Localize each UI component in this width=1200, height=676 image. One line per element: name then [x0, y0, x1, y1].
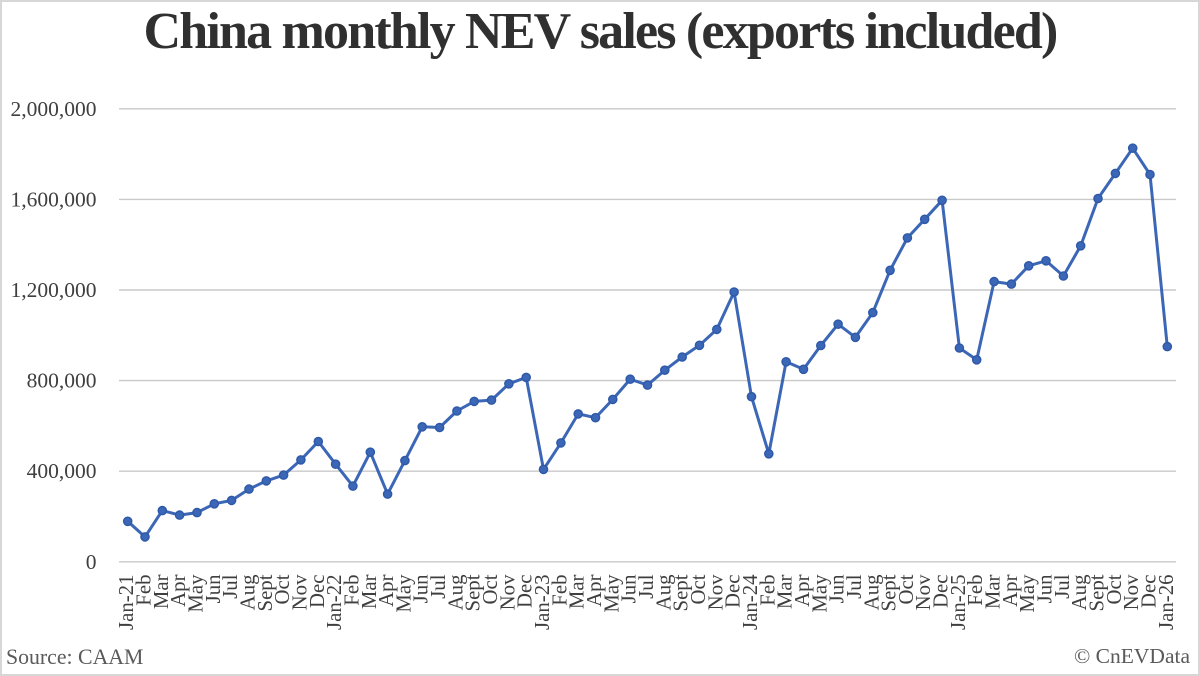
svg-text:800,000: 800,000 [27, 369, 97, 393]
svg-text:Dec: Dec [1138, 575, 1161, 608]
svg-text:Sept: Sept [670, 574, 693, 611]
svg-text:May: May [600, 574, 623, 613]
svg-text:Mar: Mar [774, 574, 797, 609]
svg-text:Feb: Feb [548, 575, 571, 606]
svg-text:Aug: Aug [860, 575, 883, 611]
svg-text:Oct: Oct [687, 574, 710, 604]
svg-text:Apr: Apr [999, 574, 1022, 606]
svg-text:Nov: Nov [1120, 574, 1143, 610]
svg-text:Apr: Apr [791, 574, 814, 606]
svg-text:Feb: Feb [756, 575, 779, 606]
svg-text:Nov: Nov [496, 574, 519, 610]
svg-text:May: May [392, 574, 415, 613]
svg-text:Apr: Apr [375, 574, 398, 606]
svg-text:Nov: Nov [704, 574, 727, 610]
svg-text:400,000: 400,000 [27, 459, 97, 483]
svg-text:Feb: Feb [340, 575, 363, 606]
svg-text:Mar: Mar [358, 574, 381, 609]
svg-text:Jun: Jun [410, 574, 433, 603]
svg-text:Aug: Aug [1068, 575, 1091, 611]
svg-text:Oct: Oct [271, 574, 294, 604]
svg-text:0: 0 [86, 550, 97, 574]
svg-text:Mar: Mar [566, 574, 589, 609]
svg-text:Aug: Aug [652, 575, 675, 611]
svg-text:Dec: Dec [722, 575, 745, 608]
svg-text:Jan-26: Jan-26 [1155, 575, 1178, 630]
svg-text:Jun: Jun [1034, 574, 1057, 603]
svg-text:Jul: Jul [635, 574, 658, 598]
svg-text:Apr: Apr [583, 574, 606, 606]
svg-text:May: May [185, 574, 208, 613]
svg-text:Oct: Oct [1103, 574, 1126, 604]
svg-text:Jul: Jul [219, 574, 242, 598]
svg-text:May: May [808, 574, 831, 613]
svg-text:Dec: Dec [514, 575, 537, 608]
svg-text:Sept: Sept [878, 574, 901, 611]
svg-text:Feb: Feb [964, 575, 987, 606]
svg-text:Sept: Sept [1086, 574, 1109, 611]
svg-text:Oct: Oct [895, 574, 918, 604]
svg-text:Aug: Aug [444, 575, 467, 611]
svg-text:Jan-25: Jan-25 [947, 575, 970, 630]
svg-text:Jan-21: Jan-21 [115, 575, 138, 630]
svg-text:Jul: Jul [843, 574, 866, 598]
svg-text:Nov: Nov [912, 574, 935, 610]
svg-text:Jun: Jun [826, 574, 849, 603]
svg-text:May: May [1016, 574, 1039, 613]
svg-text:Feb: Feb [133, 575, 156, 606]
svg-text:Dec: Dec [930, 575, 953, 608]
svg-text:Dec: Dec [306, 575, 329, 608]
svg-text:Mar: Mar [150, 574, 173, 609]
svg-text:2,000,000: 2,000,000 [11, 97, 97, 121]
svg-text:1,600,000: 1,600,000 [11, 187, 97, 211]
svg-text:Sept: Sept [254, 574, 277, 611]
svg-text:Aug: Aug [237, 575, 260, 611]
svg-text:Jun: Jun [202, 574, 225, 603]
svg-text:Oct: Oct [479, 574, 502, 604]
svg-text:Apr: Apr [167, 574, 190, 606]
svg-text:Mar: Mar [982, 574, 1005, 609]
svg-text:Sept: Sept [462, 574, 485, 611]
svg-text:Jan-24: Jan-24 [739, 574, 762, 630]
svg-text:Jan-23: Jan-23 [531, 575, 554, 630]
svg-text:Jul: Jul [427, 574, 450, 598]
svg-text:1,200,000: 1,200,000 [11, 278, 97, 302]
svg-text:Nov: Nov [288, 574, 311, 610]
svg-text:Jul: Jul [1051, 574, 1074, 598]
svg-text:Jun: Jun [618, 574, 641, 603]
svg-text:Jan-22: Jan-22 [323, 575, 346, 630]
